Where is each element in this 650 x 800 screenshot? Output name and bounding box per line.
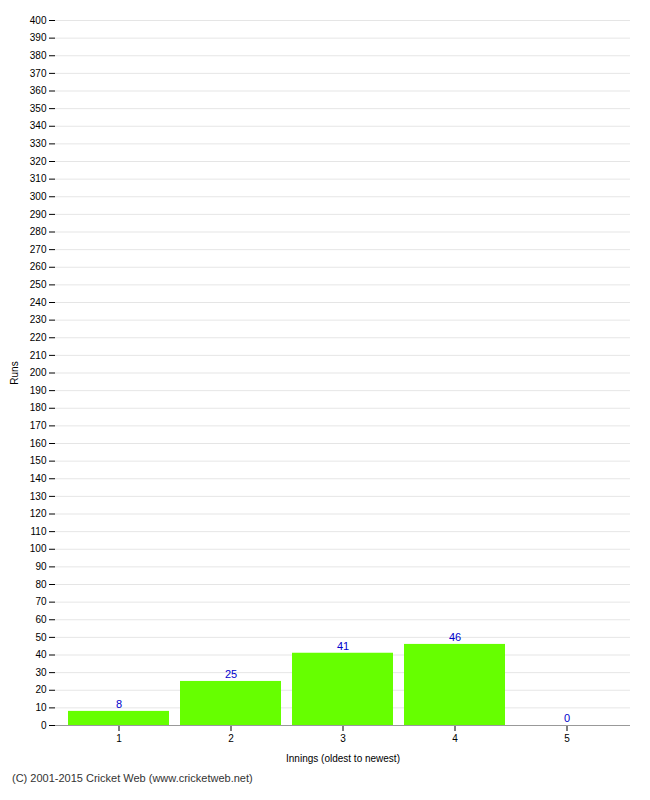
- svg-text:250: 250: [30, 279, 47, 290]
- svg-text:20: 20: [35, 684, 47, 695]
- svg-text:3: 3: [340, 733, 346, 744]
- svg-text:340: 340: [30, 120, 47, 131]
- svg-text:5: 5: [564, 733, 570, 744]
- svg-text:210: 210: [30, 350, 47, 361]
- svg-text:380: 380: [30, 50, 47, 61]
- svg-text:130: 130: [30, 491, 47, 502]
- svg-text:4: 4: [452, 733, 458, 744]
- svg-text:2: 2: [228, 733, 234, 744]
- svg-text:190: 190: [30, 385, 47, 396]
- svg-text:280: 280: [30, 226, 47, 237]
- svg-text:50: 50: [35, 632, 47, 643]
- svg-text:90: 90: [35, 561, 47, 572]
- svg-text:80: 80: [35, 579, 47, 590]
- svg-text:70: 70: [35, 596, 47, 607]
- svg-text:140: 140: [30, 473, 47, 484]
- svg-text:240: 240: [30, 297, 47, 308]
- svg-text:Runs: Runs: [9, 361, 20, 384]
- svg-text:0: 0: [564, 712, 570, 724]
- svg-text:230: 230: [30, 314, 47, 325]
- svg-text:10: 10: [35, 702, 47, 713]
- svg-text:1: 1: [116, 733, 122, 744]
- svg-text:170: 170: [30, 420, 47, 431]
- svg-text:160: 160: [30, 438, 47, 449]
- svg-text:270: 270: [30, 244, 47, 255]
- svg-text:220: 220: [30, 332, 47, 343]
- svg-text:400: 400: [30, 15, 47, 26]
- svg-text:110: 110: [31, 526, 47, 537]
- svg-text:150: 150: [30, 455, 47, 466]
- svg-text:120: 120: [30, 508, 47, 519]
- svg-text:40: 40: [35, 649, 47, 660]
- svg-text:8: 8: [116, 698, 122, 710]
- svg-text:360: 360: [30, 85, 47, 96]
- svg-text:260: 260: [30, 261, 47, 272]
- svg-text:320: 320: [30, 156, 47, 167]
- svg-text:0: 0: [41, 720, 47, 731]
- svg-text:390: 390: [30, 32, 47, 43]
- svg-text:290: 290: [30, 209, 47, 220]
- svg-text:370: 370: [30, 68, 47, 79]
- svg-text:180: 180: [30, 402, 47, 413]
- svg-text:350: 350: [30, 103, 47, 114]
- svg-text:60: 60: [35, 614, 47, 625]
- svg-text:41: 41: [337, 640, 349, 652]
- svg-text:330: 330: [30, 138, 47, 149]
- svg-text:100: 100: [30, 543, 47, 554]
- svg-text:25: 25: [225, 668, 237, 680]
- svg-text:300: 300: [30, 191, 47, 202]
- svg-text:200: 200: [30, 367, 47, 378]
- svg-text:Innings (oldest to newest): Innings (oldest to newest): [286, 753, 400, 764]
- svg-text:310: 310: [30, 173, 47, 184]
- html-text:(C) 2001-2015 Cricket Web (www: (C) 2001-2015 Cricket Web (www.cricketwe…: [12, 772, 253, 784]
- svg-text:30: 30: [35, 667, 47, 678]
- svg-text:46: 46: [449, 631, 461, 643]
